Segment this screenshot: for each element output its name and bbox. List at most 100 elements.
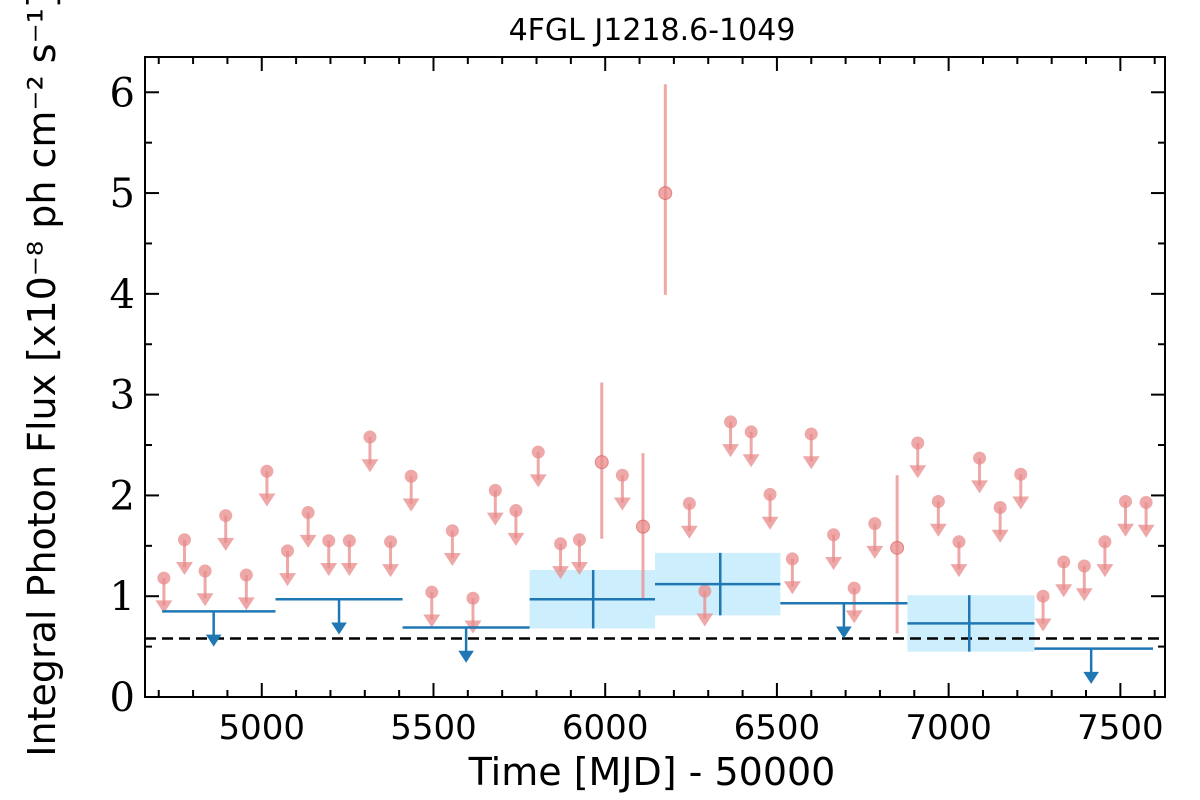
x-tick-label-5000: 5000 [219, 708, 306, 748]
short-ul-19-head [552, 566, 570, 580]
short-ul-point-36 [993, 501, 1007, 515]
short-ul-point-22 [682, 496, 696, 510]
short-ul-point-40 [1077, 559, 1091, 573]
short-ul-point-41 [1098, 535, 1112, 549]
short-ul-14-head [443, 552, 461, 566]
short-ul-point-31 [868, 517, 882, 531]
short-ul-27-head [783, 581, 801, 595]
short-ul-24-head [722, 444, 740, 458]
short-ul-7-head [299, 534, 317, 548]
long-ul-arrow-4-head [1083, 671, 1099, 684]
short-ul-point-39 [1057, 555, 1071, 569]
short-ul-5-head [258, 493, 276, 507]
y-tick-label-1: 1 [110, 574, 135, 620]
short-ul-point-1 [177, 533, 191, 547]
short-ul-23-head [696, 613, 714, 627]
short-ul-33-head [929, 523, 947, 537]
short-ul-16-head [486, 512, 504, 526]
short-ul-point-18 [531, 445, 545, 459]
short-det-point-2 [658, 186, 673, 201]
short-ul-18-head [529, 474, 547, 488]
short-ul-point-8 [322, 534, 336, 548]
chart-title: 4FGL J1218.6-1049 [509, 13, 796, 48]
short-ul-42-head [1117, 523, 1134, 537]
short-ul-point-32 [911, 436, 925, 450]
y-axis-label: Integral Photon Flux [x10⁻⁸ ph cm⁻² s⁻¹] [20, 0, 64, 757]
short-ul-point-2 [198, 564, 212, 578]
y-tick-label-5: 5 [110, 171, 135, 217]
x-tick-label-6500: 6500 [734, 708, 821, 748]
short-ul-point-26 [763, 487, 777, 501]
short-ul-6-head [279, 573, 296, 587]
x-tick-label-5500: 5500 [390, 708, 477, 748]
y-tick-label-4: 4 [110, 272, 135, 318]
short-ul-point-4 [239, 568, 253, 582]
short-ul-point-27 [785, 552, 799, 566]
short-ul-point-33 [931, 494, 945, 508]
short-ul-9-head [340, 563, 358, 577]
long-ul-arrow-1-head [331, 622, 347, 635]
short-ul-36-head [991, 529, 1009, 543]
short-ul-37-head [1012, 496, 1030, 510]
plot-frame [144, 56, 1166, 698]
short-ul-17-head [507, 532, 525, 546]
x-tick-label-7000: 7000 [905, 708, 992, 748]
short-ul-13-head [423, 614, 441, 628]
short-ul-43-head [1137, 524, 1155, 538]
short-ul-point-37 [1014, 467, 1028, 481]
short-ul-point-12 [404, 469, 418, 483]
short-ul-point-6 [281, 544, 295, 558]
short-ul-point-23 [698, 584, 712, 598]
short-ul-point-20 [572, 533, 586, 547]
short-ul-20-head [570, 562, 588, 576]
long-ul-arrow-3-head [836, 626, 852, 639]
y-tick-label-0: 0 [110, 675, 135, 721]
short-ul-4-head [237, 597, 255, 611]
short-ul-38-head [1034, 618, 1052, 632]
y-tick-label-3: 3 [110, 373, 135, 419]
short-ul-11-head [382, 564, 400, 578]
short-ul-40-head [1075, 588, 1093, 602]
short-ul-39-head [1055, 584, 1073, 598]
short-ul-point-10 [363, 430, 377, 444]
short-ul-21-head [613, 497, 631, 511]
short-ul-point-0 [157, 571, 171, 585]
y-tick-label-6: 6 [110, 70, 135, 116]
short-ul-point-13 [425, 585, 439, 599]
short-ul-41-head [1096, 564, 1114, 578]
long-ul-arrow-2-head [458, 650, 474, 663]
x-tick-label-6000: 6000 [562, 708, 649, 748]
short-ul-point-24 [724, 415, 738, 429]
short-ul-2-head [196, 593, 214, 607]
short-ul-point-17 [509, 504, 523, 518]
short-ul-22-head [680, 525, 698, 539]
short-ul-12-head [402, 498, 420, 512]
short-ul-point-34 [952, 535, 966, 549]
short-ul-0-head [155, 600, 173, 614]
short-ul-10-head [361, 459, 379, 473]
short-ul-point-25 [744, 425, 758, 439]
short-bin-detections [594, 84, 905, 634]
short-ul-point-3 [219, 509, 233, 523]
short-ul-point-21 [615, 468, 629, 482]
short-ul-25-head [742, 454, 760, 468]
x-axis-label: Time [MJD] - 50000 [468, 750, 836, 794]
short-ul-point-15 [466, 591, 480, 605]
short-ul-point-38 [1036, 589, 1050, 603]
x-tick-label-7500: 7500 [1077, 708, 1164, 748]
y-tick-label-2: 2 [110, 473, 135, 519]
short-det-point-0 [594, 455, 609, 470]
short-ul-point-7 [301, 506, 315, 520]
long-bin-points [162, 552, 1153, 684]
short-ul-point-28 [804, 427, 818, 441]
short-ul-point-43 [1139, 495, 1153, 509]
short-ul-point-30 [847, 581, 861, 595]
short-ul-point-35 [973, 451, 987, 465]
short-ul-point-9 [342, 534, 356, 548]
short-ul-34-head [950, 564, 968, 578]
short-ul-1-head [176, 562, 193, 576]
short-ul-30-head [845, 610, 863, 624]
short-ul-point-16 [488, 483, 502, 497]
short-ul-32-head [909, 465, 927, 479]
